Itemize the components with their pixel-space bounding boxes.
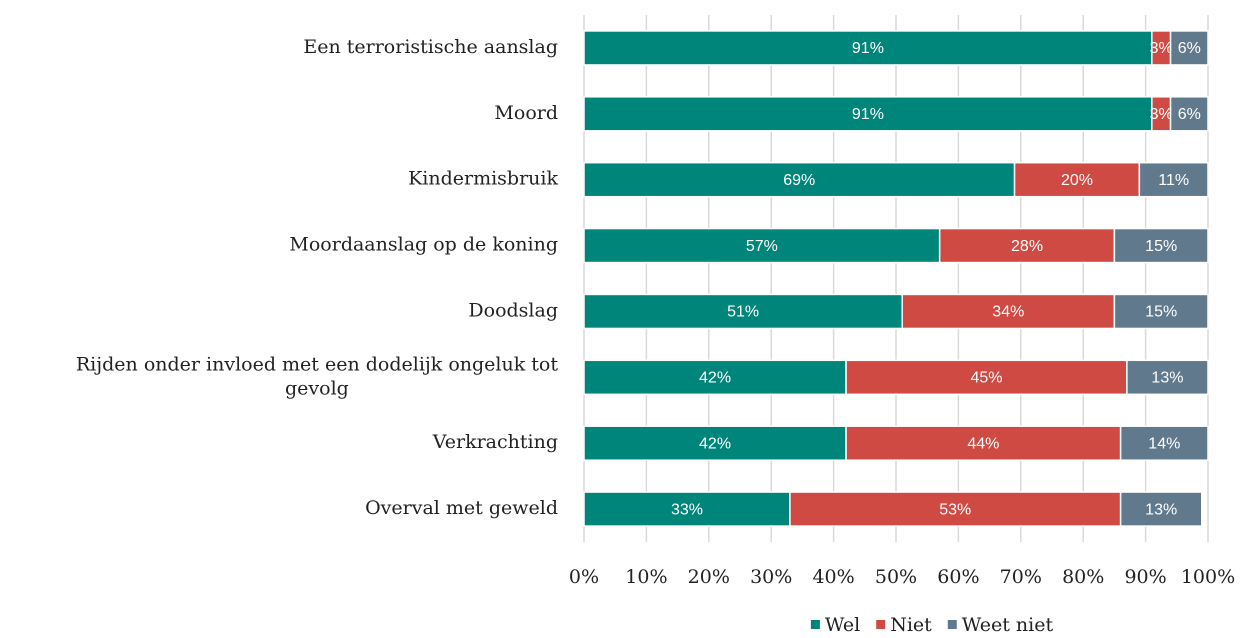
bar-segment	[583, 30, 1153, 66]
bar-segment	[1169, 30, 1209, 66]
x-tick-label: 20%	[688, 566, 730, 588]
legend-label: Weet niet	[962, 614, 1054, 636]
category-label: Een terroristische aanslag	[303, 36, 558, 58]
bar-segment	[1169, 96, 1209, 132]
value-label: 6%	[1178, 40, 1201, 57]
bar-segment	[1138, 161, 1209, 198]
x-tick-label: 90%	[1124, 566, 1166, 588]
x-tick-label: 40%	[812, 566, 854, 588]
category-label: Moordaanslag op de koning	[289, 234, 558, 256]
category-label: Kindermisbruik	[408, 168, 558, 190]
bar-segment	[1119, 425, 1209, 461]
category-label: Rijden onder invloed met een dodelijk on…	[76, 353, 558, 399]
x-tick-label: 60%	[937, 566, 979, 588]
value-label: 3%	[1150, 40, 1173, 57]
value-label: 33%	[671, 501, 703, 518]
value-label: 13%	[1151, 370, 1183, 387]
bar-segment	[583, 227, 941, 264]
category-label: Verkrachting	[432, 431, 558, 453]
value-label: 6%	[1178, 106, 1201, 123]
value-label: 91%	[852, 106, 884, 123]
value-label: 20%	[1061, 172, 1093, 189]
bar-segment	[1119, 491, 1203, 527]
legend-item: Niet	[876, 614, 932, 636]
bar-segment	[583, 96, 1153, 132]
category-label: Moord	[494, 102, 558, 124]
x-tick-label: 0%	[569, 566, 599, 588]
legend-swatch	[810, 620, 820, 629]
value-label: 45%	[970, 370, 1002, 387]
x-tick-label: 30%	[750, 566, 792, 588]
value-label: 42%	[699, 370, 731, 387]
x-tick-label: 50%	[875, 566, 917, 588]
legend-item: Wel	[810, 614, 860, 636]
category-label: Doodslag	[468, 299, 558, 321]
value-label: 13%	[1145, 501, 1177, 518]
category-label: Overval met geweld	[365, 497, 558, 519]
legend-item: Weet niet	[947, 614, 1054, 636]
value-label: 14%	[1148, 435, 1180, 452]
x-tick-label: 100%	[1181, 566, 1235, 588]
value-label: 44%	[967, 435, 999, 452]
bar-segment	[845, 425, 1122, 461]
bar-segment	[1113, 293, 1209, 330]
legend-label: Niet	[890, 614, 932, 636]
value-label: 34%	[992, 304, 1024, 321]
value-label: 15%	[1145, 238, 1177, 255]
category-line: Rijden onder invloed met een dodelijk on…	[76, 353, 558, 375]
bar-segment	[789, 491, 1122, 527]
x-tick-label: 80%	[1062, 566, 1104, 588]
legend-label: Wel	[825, 614, 860, 636]
bar-segment	[1126, 359, 1209, 396]
bar-segment	[583, 293, 903, 330]
value-label: 15%	[1145, 304, 1177, 321]
legend-swatch	[947, 620, 957, 629]
bar-segment	[938, 227, 1116, 264]
value-label: 91%	[852, 40, 884, 57]
legend-swatch	[876, 620, 886, 629]
value-label: 11%	[1158, 172, 1189, 189]
x-tick-label: 10%	[625, 566, 667, 588]
bar-segment	[845, 359, 1128, 396]
value-label: 28%	[1011, 238, 1043, 255]
value-label: 3%	[1150, 106, 1173, 123]
value-label: 53%	[939, 501, 971, 518]
value-label: 51%	[727, 304, 759, 321]
value-label: 42%	[699, 435, 731, 452]
x-tick-label: 70%	[1000, 566, 1042, 588]
value-label: 69%	[783, 172, 815, 189]
category-line: gevolg	[285, 377, 349, 399]
bar-segment	[1113, 227, 1209, 264]
value-label: 57%	[746, 238, 778, 255]
bar-segment	[583, 425, 847, 461]
